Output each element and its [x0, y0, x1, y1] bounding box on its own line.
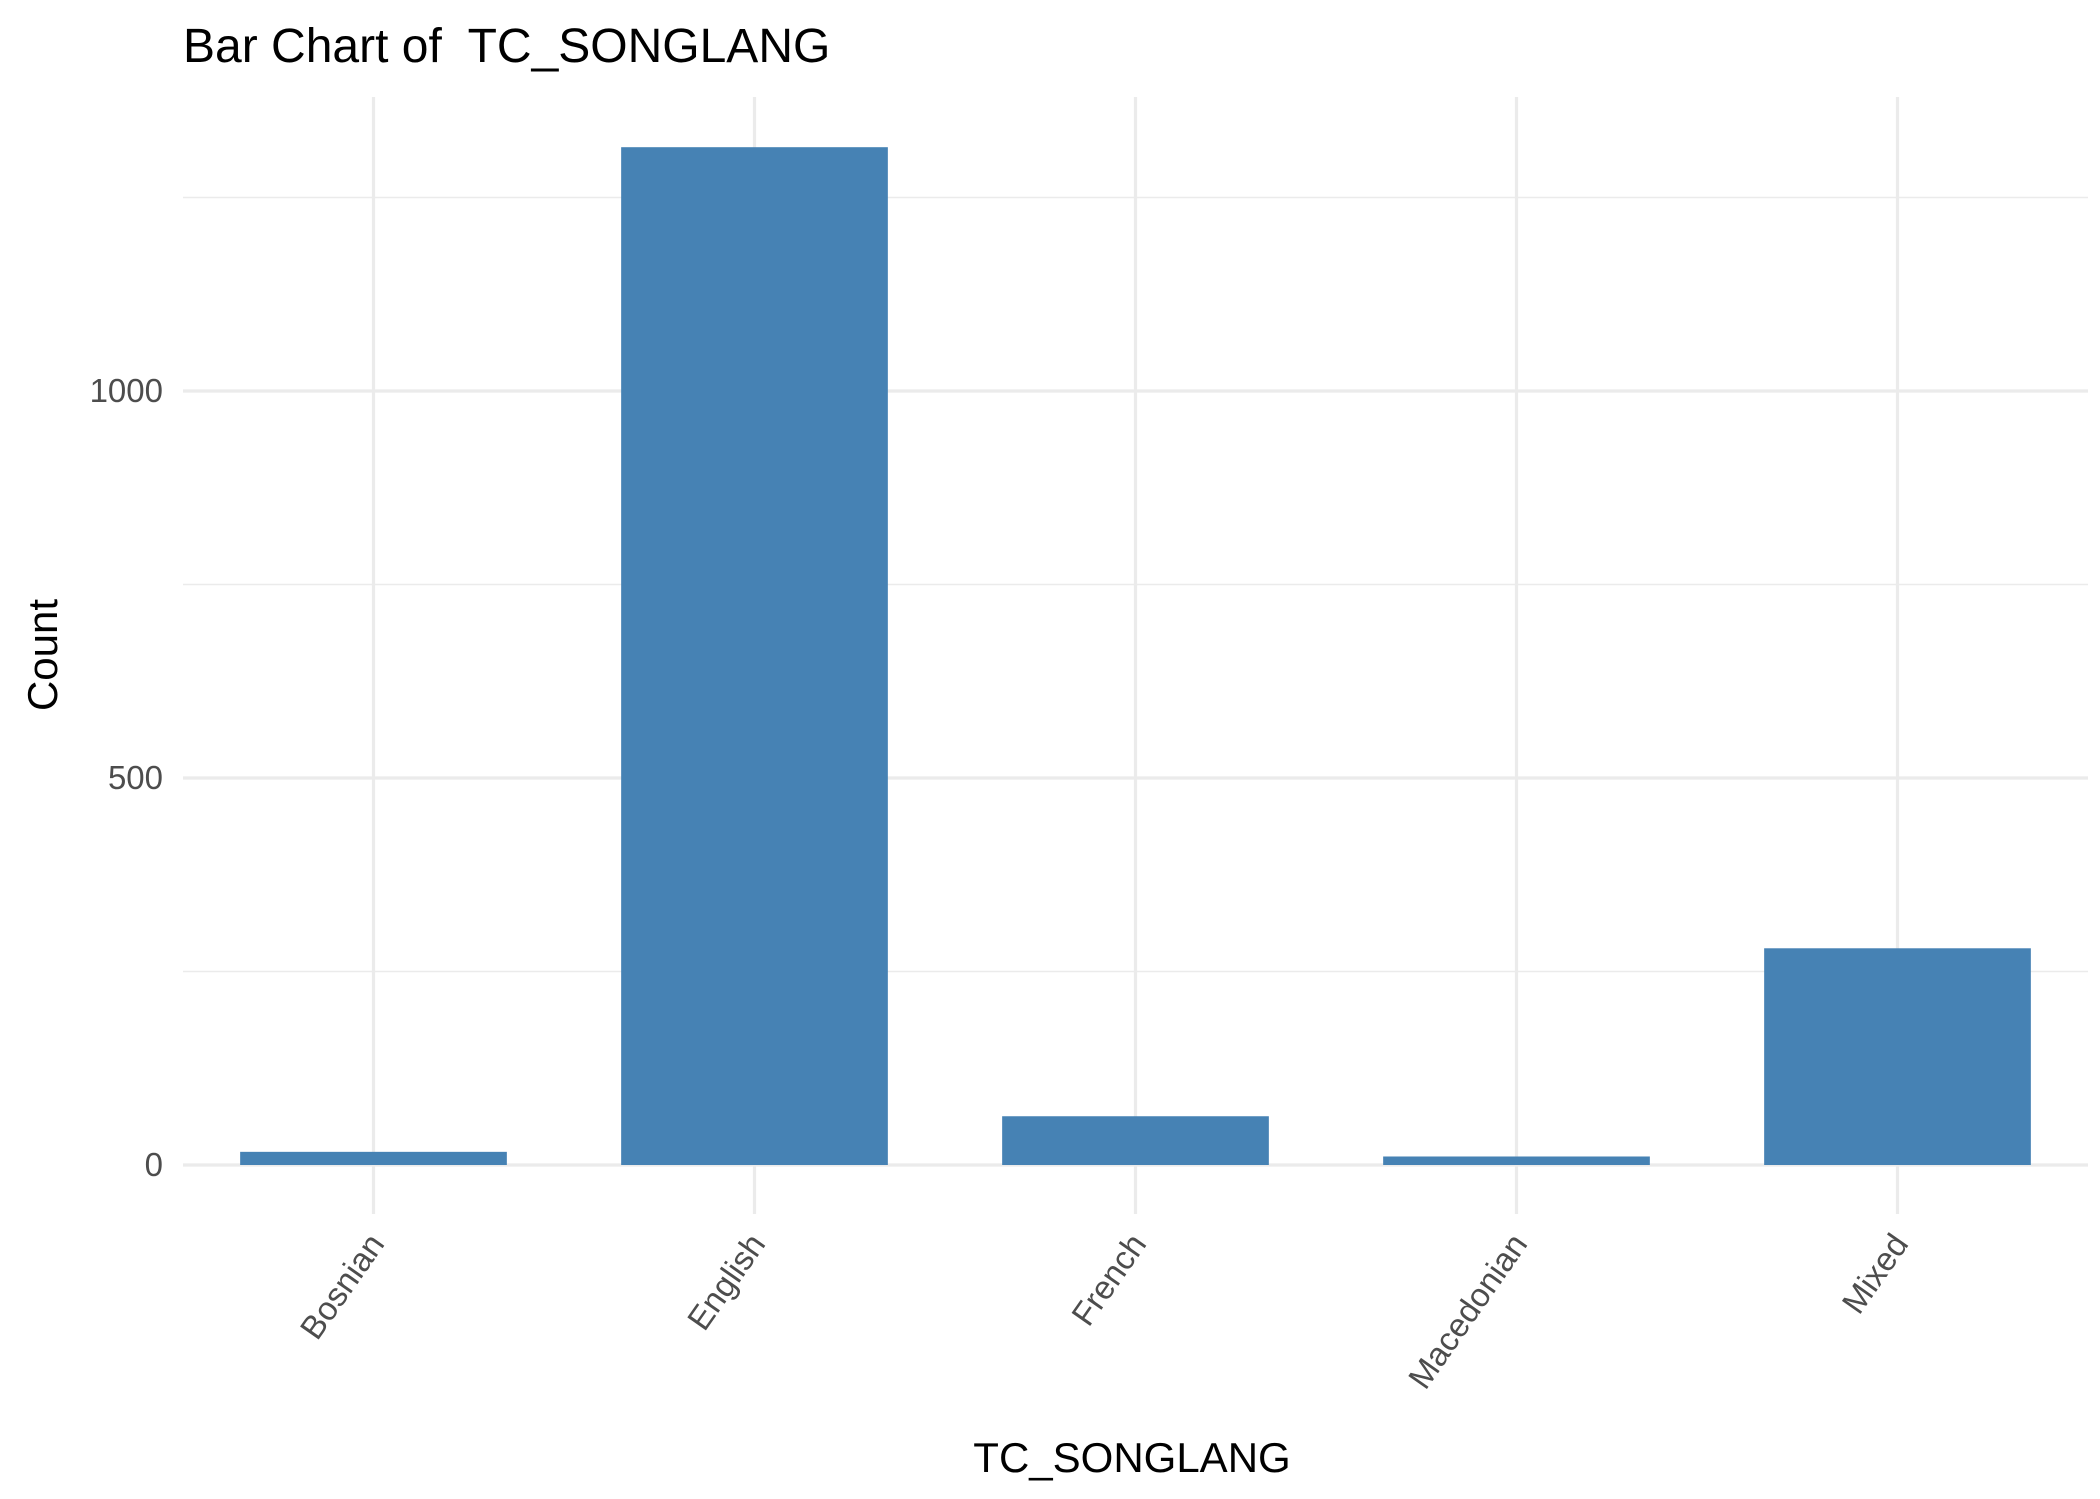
bar-bosnian [240, 1151, 507, 1165]
x-axis-title: TC_SONGLANG [973, 1434, 1290, 1481]
y-axis-title: Count [19, 599, 66, 711]
y-tick-label: 1000 [90, 372, 163, 409]
bar-macedonian [1383, 1156, 1650, 1165]
y-tick-label: 500 [108, 759, 163, 796]
bar-english [621, 147, 888, 1165]
bar-mixed [1764, 948, 2031, 1165]
y-axis-ticks: 0 500 1000 [90, 372, 163, 1183]
chart-title: Bar Chart of TC_SONGLANG [183, 20, 830, 73]
y-tick-label: 0 [145, 1146, 163, 1183]
bar-french [1002, 1116, 1269, 1165]
bars [240, 147, 2031, 1165]
